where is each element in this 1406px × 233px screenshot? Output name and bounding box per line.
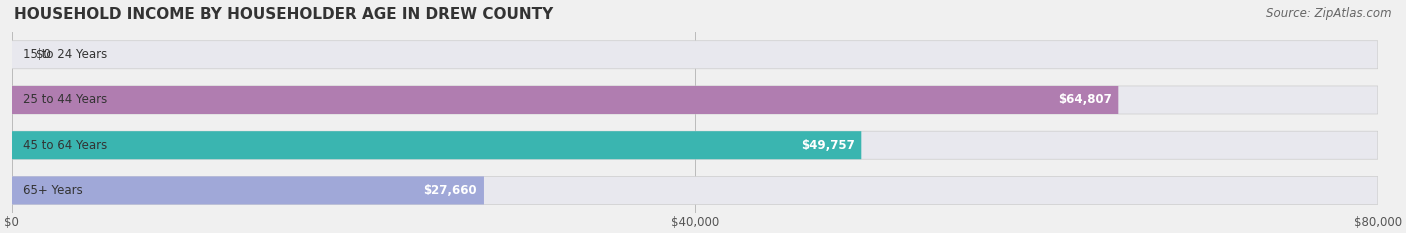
FancyBboxPatch shape — [11, 131, 1378, 159]
FancyBboxPatch shape — [11, 131, 862, 159]
FancyBboxPatch shape — [11, 176, 1378, 205]
Text: Source: ZipAtlas.com: Source: ZipAtlas.com — [1267, 7, 1392, 20]
Text: $27,660: $27,660 — [423, 184, 477, 197]
Text: 15 to 24 Years: 15 to 24 Years — [22, 48, 107, 61]
Text: 25 to 44 Years: 25 to 44 Years — [22, 93, 107, 106]
Text: $0: $0 — [37, 48, 51, 61]
Text: 65+ Years: 65+ Years — [22, 184, 83, 197]
FancyBboxPatch shape — [11, 86, 1378, 114]
FancyBboxPatch shape — [11, 86, 1118, 114]
FancyBboxPatch shape — [11, 176, 484, 205]
Text: $49,757: $49,757 — [801, 139, 855, 152]
Text: $64,807: $64,807 — [1057, 93, 1112, 106]
Text: HOUSEHOLD INCOME BY HOUSEHOLDER AGE IN DREW COUNTY: HOUSEHOLD INCOME BY HOUSEHOLDER AGE IN D… — [14, 7, 554, 22]
Text: 45 to 64 Years: 45 to 64 Years — [22, 139, 107, 152]
FancyBboxPatch shape — [11, 41, 1378, 69]
